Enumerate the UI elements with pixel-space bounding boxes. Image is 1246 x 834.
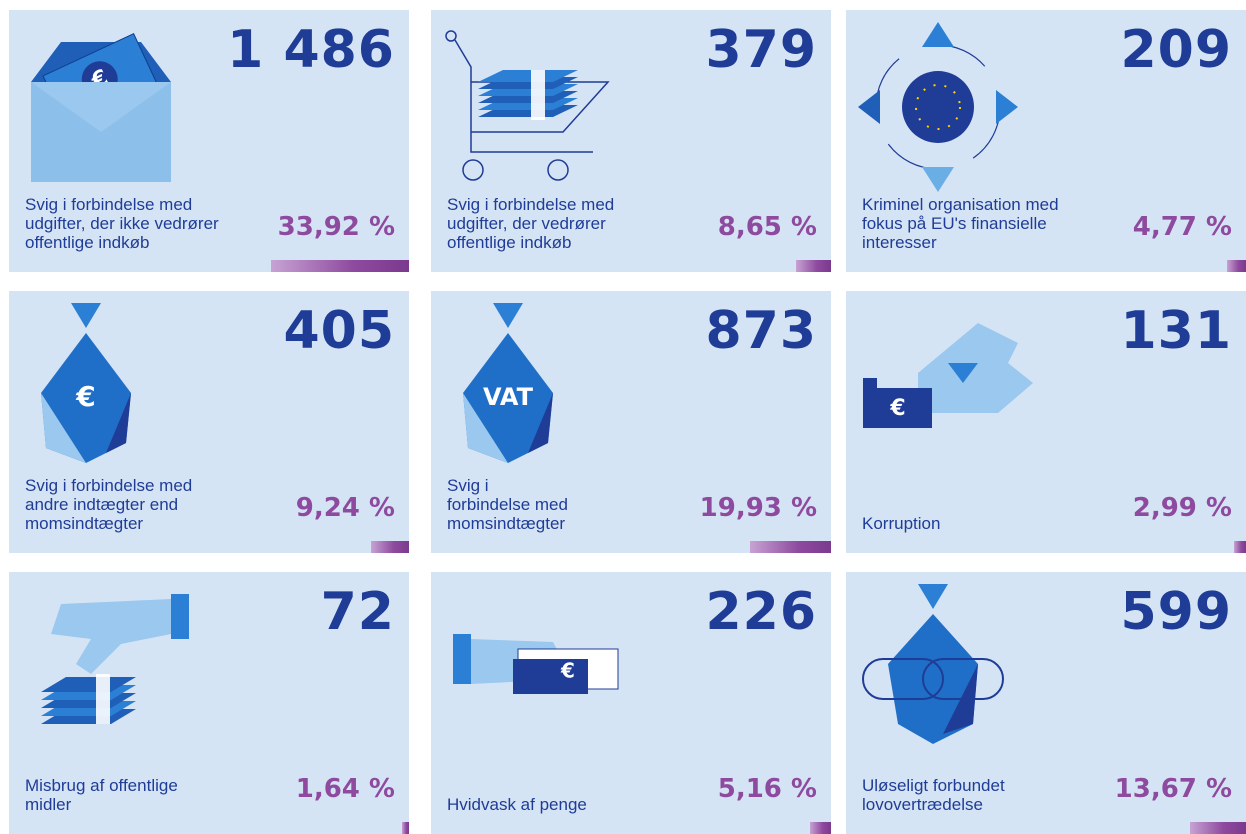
icon-graphic: € (41, 303, 131, 463)
share-label: 1,64 % (295, 774, 395, 804)
case-label: Kriminel organisation med fokus på EU's … (862, 195, 1059, 252)
icon (858, 584, 1038, 763)
case-count: 209 (1120, 20, 1232, 80)
case-count: 131 (1120, 301, 1232, 361)
stat-card: 379 Svig i forbindelse med udgifter, der … (431, 10, 831, 272)
stat-card: 209 Kriminel organisation med fokus på EU… (846, 10, 1246, 272)
case-count: 405 (283, 301, 395, 361)
share-bar (371, 541, 409, 553)
icon-graphic (862, 584, 1004, 744)
share-label: 13,67 % (1114, 774, 1232, 804)
case-count: 599 (1120, 582, 1232, 642)
stat-card: €226 Hvidvask af penge 5,16 % (431, 572, 831, 834)
icon-graphic: € (31, 33, 171, 182)
icon (21, 584, 201, 763)
stat-card: VAT 873 Svig i forbindelse med momsindtægt… (431, 291, 831, 553)
share-label: 5,16 % (717, 774, 817, 804)
case-label: Svig i forbindelse med momsindtægter (447, 476, 568, 533)
case-label: Svig i forbindelse med udgifter, der ikk… (25, 195, 219, 252)
share-bar (810, 822, 831, 834)
stat-card: 72 Misbrug af offentlige midler 1,64 % (9, 572, 409, 834)
icon-text: € (889, 396, 905, 421)
share-bar (1190, 822, 1246, 834)
icon-text: € (560, 659, 575, 683)
share-label: 2,99 % (1132, 493, 1232, 523)
share-bar (402, 822, 409, 834)
case-count: 1 486 (227, 20, 395, 80)
case-count: 873 (705, 301, 817, 361)
icon: € (858, 303, 1038, 482)
icon-graphic (858, 22, 1018, 192)
case-label: Korruption (862, 514, 941, 533)
icon: € (443, 584, 623, 763)
stat-card: €405 Svig i forbindelse med andre indtægt… (9, 291, 409, 553)
icon: € (21, 303, 201, 482)
icon-graphic: € (453, 634, 619, 694)
case-count: 72 (320, 582, 395, 642)
case-count: 226 (705, 582, 817, 642)
icon: € (21, 22, 201, 201)
case-count: 379 (705, 20, 817, 80)
icon-text: € (75, 380, 95, 413)
share-label: 8,65 % (717, 212, 817, 242)
share-label: 19,93 % (699, 493, 817, 523)
stat-card: €131 Korruption 2,99 % (846, 291, 1246, 553)
icon-text: VAT (483, 383, 534, 411)
case-label: Misbrug af offentlige midler (25, 776, 178, 814)
icon-graphic: VAT (463, 303, 553, 463)
share-label: 4,77 % (1132, 212, 1232, 242)
icon: VAT (443, 303, 623, 482)
icon (443, 22, 623, 201)
stat-card: 599 Uløseligt forbundet lovovertrædelse 13… (846, 572, 1246, 834)
case-label: Uløseligt forbundet lovovertrædelse (862, 776, 1005, 814)
stat-card: €1 486 Svig i forbindelse med udgifter, d… (9, 10, 409, 272)
share-bar (1226, 260, 1246, 272)
share-label: 9,24 % (295, 493, 395, 523)
case-label: Hvidvask af penge (447, 795, 587, 814)
icon-graphic (41, 594, 189, 724)
share-bar (749, 541, 831, 553)
icon-graphic (445, 30, 610, 181)
icon (858, 22, 1038, 201)
icon-graphic: € (863, 323, 1033, 428)
share-bar (1233, 541, 1246, 553)
share-bar (270, 260, 409, 272)
case-label: Svig i forbindelse med andre indtægter e… (25, 476, 193, 533)
case-label: Svig i forbindelse med udgifter, der ved… (447, 195, 615, 252)
share-label: 33,92 % (277, 212, 395, 242)
share-bar (795, 260, 831, 272)
